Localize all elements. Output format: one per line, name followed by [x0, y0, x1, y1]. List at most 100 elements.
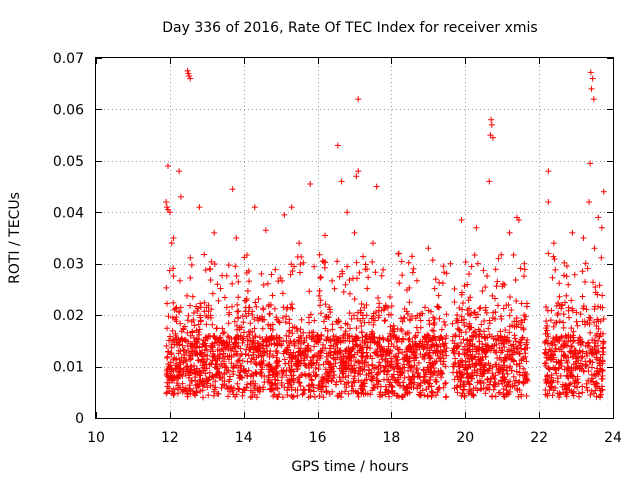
data-point: [233, 322, 240, 329]
data-point: [480, 267, 487, 274]
data-point: [288, 301, 295, 308]
data-point: [483, 385, 490, 392]
data-point: [465, 374, 472, 381]
data-point: [382, 302, 389, 309]
data-point: [177, 193, 184, 200]
data-point: [221, 360, 228, 367]
data-point: [458, 329, 465, 336]
data-point: [182, 371, 189, 378]
data-point: [339, 334, 346, 341]
data-point: [477, 386, 484, 393]
data-point: [599, 360, 606, 367]
data-point: [403, 308, 410, 315]
data-point: [359, 367, 366, 374]
data-point: [585, 199, 592, 205]
data-point: [474, 311, 481, 318]
data-point: [343, 359, 350, 366]
data-point: [466, 320, 473, 327]
data-point: [359, 353, 366, 360]
data-point: [600, 349, 607, 356]
data-point: [224, 341, 231, 348]
data-point: [523, 341, 530, 348]
data-point: [468, 263, 475, 270]
data-point: [441, 318, 448, 325]
data-point: [482, 390, 489, 397]
data-point: [440, 355, 447, 362]
data-point: [235, 364, 242, 371]
data-point: [433, 347, 440, 354]
data-point: [339, 374, 346, 381]
data-point: [560, 272, 567, 279]
data-point: [365, 362, 372, 369]
data-point: [469, 356, 476, 363]
data-point: [363, 376, 370, 383]
data-point: [573, 309, 580, 316]
data-point: [334, 258, 341, 265]
data-point: [550, 323, 557, 330]
data-point: [175, 350, 182, 357]
data-point: [456, 362, 463, 369]
data-point: [577, 336, 584, 343]
data-point: [359, 337, 366, 344]
data-point: [381, 306, 388, 313]
data-point: [234, 308, 241, 315]
data-point: [476, 305, 483, 312]
data-point: [438, 326, 445, 333]
data-point: [593, 356, 600, 363]
data-point: [184, 363, 191, 370]
data-point: [328, 378, 335, 385]
data-point: [395, 250, 402, 257]
data-point: [243, 384, 250, 391]
data-point: [163, 204, 170, 211]
data-point: [494, 278, 501, 285]
data-point: [425, 245, 432, 252]
x-tick-labels: 10 12 14 16 18 20 22 24: [87, 430, 622, 446]
data-point: [357, 317, 364, 324]
data-point: [299, 391, 306, 398]
data-point: [264, 347, 271, 354]
data-point: [348, 315, 355, 322]
data-point: [588, 364, 595, 371]
data-point: [319, 383, 326, 390]
data-point: [246, 337, 253, 344]
data-point: [432, 376, 439, 383]
data-point: [500, 367, 507, 374]
data-point: [202, 337, 209, 344]
data-point: [592, 387, 599, 394]
data-point: [492, 309, 499, 316]
data-point: [406, 342, 413, 349]
data-point: [319, 258, 326, 265]
data-point: [357, 309, 364, 316]
data-point: [180, 351, 187, 358]
data-point: [580, 305, 587, 312]
data-point: [226, 373, 233, 380]
data-point: [177, 361, 184, 368]
data-point: [512, 338, 519, 345]
data-point: [211, 260, 218, 267]
data-point: [455, 376, 462, 383]
data-point: [466, 325, 473, 332]
data-point: [395, 374, 402, 381]
data-point: [321, 264, 328, 271]
data-point: [418, 391, 425, 398]
data-point: [564, 363, 571, 370]
data-point: [219, 340, 226, 347]
data-point: [503, 391, 510, 398]
data-point: [517, 265, 524, 272]
data-point: [458, 217, 465, 223]
data-point: [395, 365, 402, 372]
data-point: [513, 368, 520, 375]
data-point: [213, 361, 220, 368]
data-point: [388, 340, 395, 347]
data-point: [302, 362, 309, 369]
data-point: [383, 376, 390, 383]
data-point: [189, 329, 196, 336]
data-point: [184, 368, 191, 375]
data-point: [454, 389, 461, 396]
data-point: [264, 378, 271, 385]
data-point: [558, 357, 565, 364]
data-point: [308, 336, 315, 343]
data-point: [269, 326, 276, 333]
data-point: [311, 317, 318, 324]
data-point: [587, 358, 594, 365]
